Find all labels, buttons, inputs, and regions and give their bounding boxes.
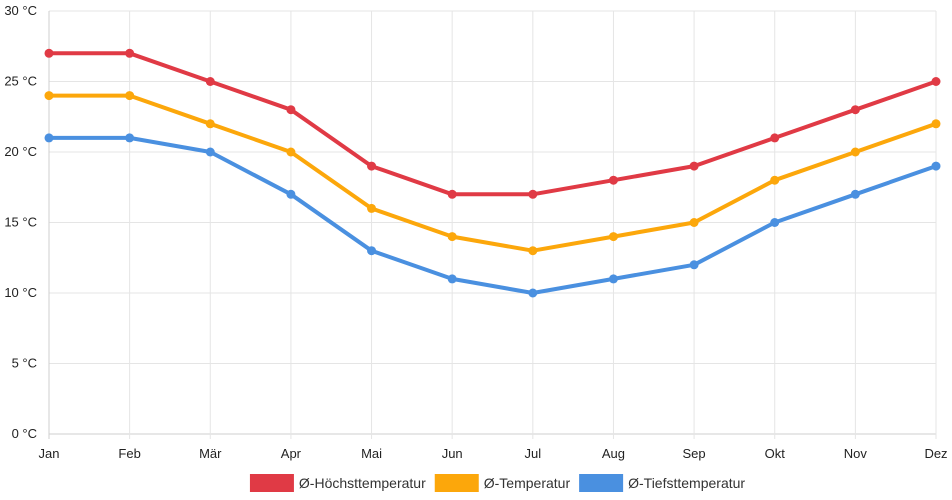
- series-line: [47, 93, 938, 253]
- x-tick-label: Feb: [118, 446, 140, 461]
- x-tick-label: Mär: [199, 446, 222, 461]
- y-tick-label: 15 °C: [4, 215, 37, 230]
- data-point[interactable]: [689, 260, 699, 270]
- data-point[interactable]: [205, 77, 215, 86]
- legend-item[interactable]: Ø-Tiefsttemperatur: [579, 474, 745, 492]
- data-point[interactable]: [367, 246, 377, 256]
- grid-lines: [48, 10, 937, 439]
- data-point[interactable]: [44, 48, 54, 58]
- data-point[interactable]: [205, 147, 215, 157]
- data-point[interactable]: [931, 161, 941, 171]
- series-line: [47, 51, 938, 197]
- data-point[interactable]: [608, 274, 618, 284]
- data-point[interactable]: [528, 246, 538, 256]
- data-point[interactable]: [931, 119, 941, 129]
- y-tick-label: 30 °C: [4, 3, 37, 18]
- data-point[interactable]: [447, 232, 457, 242]
- series-group: [44, 48, 941, 199]
- data-point[interactable]: [286, 147, 296, 157]
- data-point[interactable]: [125, 48, 135, 58]
- y-tick-label: 0 °C: [12, 426, 37, 441]
- data-point[interactable]: [205, 119, 215, 129]
- data-point[interactable]: [44, 91, 54, 101]
- data-point[interactable]: [44, 133, 54, 143]
- x-tick-label: Dez: [924, 446, 947, 461]
- data-point[interactable]: [608, 232, 618, 242]
- data-point[interactable]: [125, 133, 135, 143]
- x-tick-label: Jan: [39, 446, 60, 461]
- data-point[interactable]: [367, 203, 377, 213]
- series-group: [44, 91, 941, 256]
- x-tick-label: Okt: [765, 446, 786, 461]
- y-tick-label: 20 °C: [4, 144, 37, 159]
- series-group: [44, 133, 941, 298]
- x-tick-label: Aug: [602, 446, 625, 461]
- legend-swatch: [579, 474, 624, 492]
- x-tick-label: Apr: [281, 446, 302, 461]
- x-tick-label: Jun: [442, 446, 463, 461]
- data-point[interactable]: [931, 77, 941, 86]
- y-axis-ticks: 0 °C 5 °C 10 °C 15 °C 20 °C 25 °C 30 °C: [4, 3, 37, 441]
- legend-item[interactable]: Ø-Höchsttemperatur: [249, 474, 426, 492]
- x-axis-ticks: Jan Feb Mär Apr Mai Jun Jul Aug Sep Okt Nov Dez: [39, 446, 948, 461]
- y-tick-label: 25 °C: [4, 74, 37, 89]
- data-point[interactable]: [850, 105, 860, 115]
- y-tick-label: 5 °C: [12, 356, 37, 371]
- data-point[interactable]: [770, 218, 780, 227]
- data-point[interactable]: [770, 175, 780, 185]
- x-tick-label: Mai: [361, 446, 382, 461]
- data-point[interactable]: [850, 147, 860, 157]
- data-point[interactable]: [528, 189, 538, 199]
- data-point[interactable]: [770, 133, 780, 143]
- data-point[interactable]: [608, 175, 618, 185]
- data-point[interactable]: [367, 161, 377, 171]
- data-point[interactable]: [689, 161, 699, 171]
- legend-label: Ø-Tiefsttemperatur: [628, 475, 745, 491]
- legend-label: Ø-Temperatur: [484, 475, 571, 491]
- series-line: [47, 135, 938, 295]
- data-point[interactable]: [286, 189, 296, 199]
- legend[interactable]: Ø-Höchsttemperatur Ø-Temperatur Ø-Tiefstte…: [249, 474, 745, 492]
- data-point[interactable]: [286, 105, 296, 115]
- legend-swatch: [434, 474, 479, 492]
- data-point[interactable]: [528, 288, 538, 298]
- data-point[interactable]: [689, 218, 699, 227]
- x-tick-label: Jul: [525, 446, 542, 461]
- legend-swatch: [249, 474, 294, 492]
- legend-label: Ø-Höchsttemperatur: [299, 475, 426, 491]
- data-point[interactable]: [447, 189, 457, 199]
- data-point[interactable]: [850, 189, 860, 199]
- y-tick-label: 10 °C: [4, 285, 37, 300]
- data-point[interactable]: [447, 274, 457, 284]
- series-lines: [44, 48, 941, 298]
- legend-item[interactable]: Ø-Temperatur: [434, 474, 571, 492]
- x-tick-label: Nov: [844, 446, 868, 461]
- x-tick-label: Sep: [683, 446, 706, 461]
- data-point[interactable]: [125, 91, 135, 101]
